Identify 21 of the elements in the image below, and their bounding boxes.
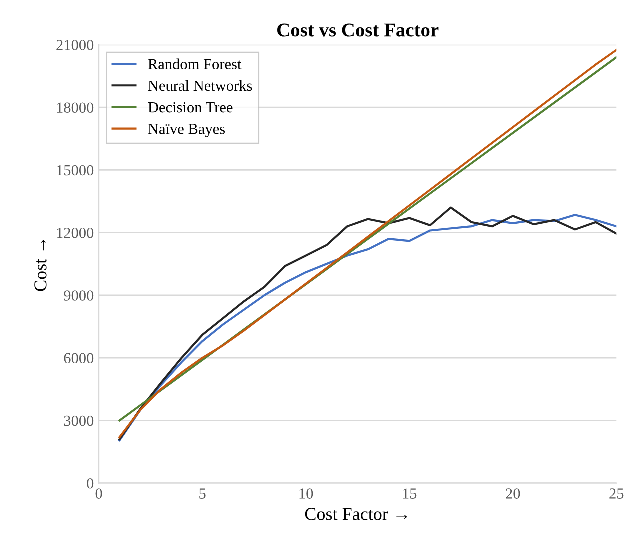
x-axis-title: Cost Factor →	[305, 508, 408, 520]
y-tick-label: 9000	[64, 290, 94, 301]
y-axis-title: Cost →	[34, 240, 47, 292]
legend-label: Naïve Bayes	[148, 124, 226, 138]
y-tick-label: 18000	[57, 102, 94, 114]
x-tick-label: 0	[96, 488, 102, 499]
x-tick-label: 10	[300, 488, 314, 499]
legend-label: Neural Networks	[148, 80, 252, 92]
legend-label: Decision Tree	[148, 102, 233, 113]
y-tick-label: 0	[87, 478, 94, 489]
y-tick-label: 15000	[57, 165, 94, 176]
x-tick-label: 20	[506, 488, 520, 499]
x-tick-label: 15	[403, 488, 417, 499]
x-tick-label: 25	[610, 488, 624, 499]
chart-title: Cost vs Cost Factor	[278, 24, 439, 37]
y-tick-label: 12000	[57, 228, 94, 238]
y-tick-label: 3000	[64, 416, 94, 426]
y-tick-label: 6000	[64, 353, 94, 364]
legend-label: Random Forest	[148, 58, 242, 70]
x-tick-label: 5	[200, 488, 206, 499]
y-tick-label: 21000	[56, 40, 94, 50]
